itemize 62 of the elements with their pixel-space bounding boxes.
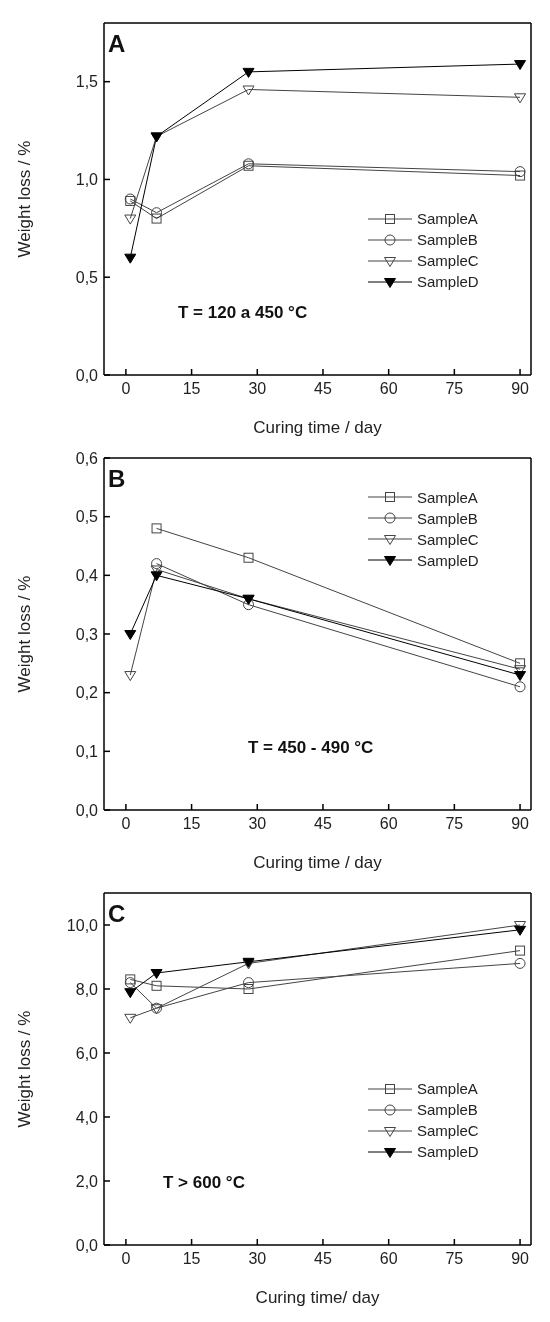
annotation: T = 450 - 490 °C (248, 738, 374, 758)
y-tick-label: 0,1 (75, 743, 99, 761)
legend-label: SampleA (417, 210, 478, 228)
legend-label: SampleC (417, 530, 479, 548)
y-tick-label: 0,5 (75, 268, 99, 286)
x-tick-label: 30 (248, 815, 267, 833)
y-tick-label: 4,0 (75, 1108, 99, 1126)
legend-label: SampleB (417, 1101, 478, 1119)
y-tick-label: 0,4 (75, 567, 99, 585)
legend-label: SampleD (417, 1143, 479, 1161)
legend-label: SampleA (417, 1080, 478, 1098)
annotation: C (108, 900, 126, 928)
annotation: T > 600 °C (163, 1173, 245, 1193)
x-tick-label: 75 (445, 815, 464, 833)
x-tick-label: 45 (314, 380, 332, 398)
y-axis-title: Weight loss / % (15, 575, 35, 693)
x-tick-label: 15 (182, 1250, 201, 1268)
legend-label: SampleC (417, 1122, 479, 1140)
y-tick-label: 1,5 (75, 73, 99, 91)
y-tick-label: 8,0 (75, 980, 99, 998)
x-axis-title: Curing time / day (253, 418, 383, 437)
legend-label: SampleB (417, 509, 478, 527)
x-tick-label: 75 (445, 1250, 464, 1268)
x-tick-label: 0 (121, 815, 131, 833)
y-tick-label: 0,3 (75, 625, 99, 643)
x-tick-label: 60 (379, 1250, 398, 1268)
y-tick-label: 0,0 (75, 366, 99, 384)
x-tick-label: 60 (379, 815, 398, 833)
x-tick-label: 30 (248, 380, 267, 398)
x-tick-label: 30 (248, 1250, 267, 1268)
x-tick-label: 15 (182, 380, 201, 398)
x-axis-title: Curing time / day (253, 853, 383, 872)
annotation: T = 120 a 450 °C (178, 303, 308, 323)
y-tick-label: 0,6 (75, 449, 99, 467)
annotation: A (108, 30, 126, 58)
legend-label: SampleD (417, 551, 479, 569)
x-tick-label: 90 (511, 1250, 530, 1268)
x-tick-label: 45 (314, 815, 332, 833)
x-tick-label: 0 (121, 380, 131, 398)
y-axis-title: Weight loss / % (15, 140, 35, 258)
y-tick-label: 0,0 (75, 1236, 99, 1254)
y-tick-label: 0,5 (75, 508, 99, 526)
legend-label: SampleD (417, 273, 479, 291)
legend-label: SampleB (417, 231, 478, 249)
x-tick-label: 90 (511, 815, 530, 833)
x-tick-label: 60 (379, 380, 398, 398)
y-tick-label: 0,0 (75, 801, 99, 819)
y-tick-label: 0,2 (75, 684, 99, 702)
y-tick-label: 6,0 (75, 1044, 99, 1062)
x-tick-label: 45 (314, 1250, 332, 1268)
x-tick-label: 0 (121, 1250, 131, 1268)
annotation: B (108, 465, 126, 493)
y-axis-title: Weight loss / % (15, 1010, 35, 1128)
x-tick-label: 90 (511, 380, 530, 398)
legend-label: SampleA (417, 488, 478, 506)
y-tick-label: 1,0 (75, 171, 99, 189)
x-tick-label: 15 (182, 815, 201, 833)
x-axis-title: Curing time/ day (255, 1288, 380, 1307)
y-tick-label: 2,0 (75, 1172, 99, 1190)
y-tick-label: 10,0 (66, 916, 99, 934)
x-tick-label: 75 (445, 380, 464, 398)
legend-label: SampleC (417, 252, 479, 270)
